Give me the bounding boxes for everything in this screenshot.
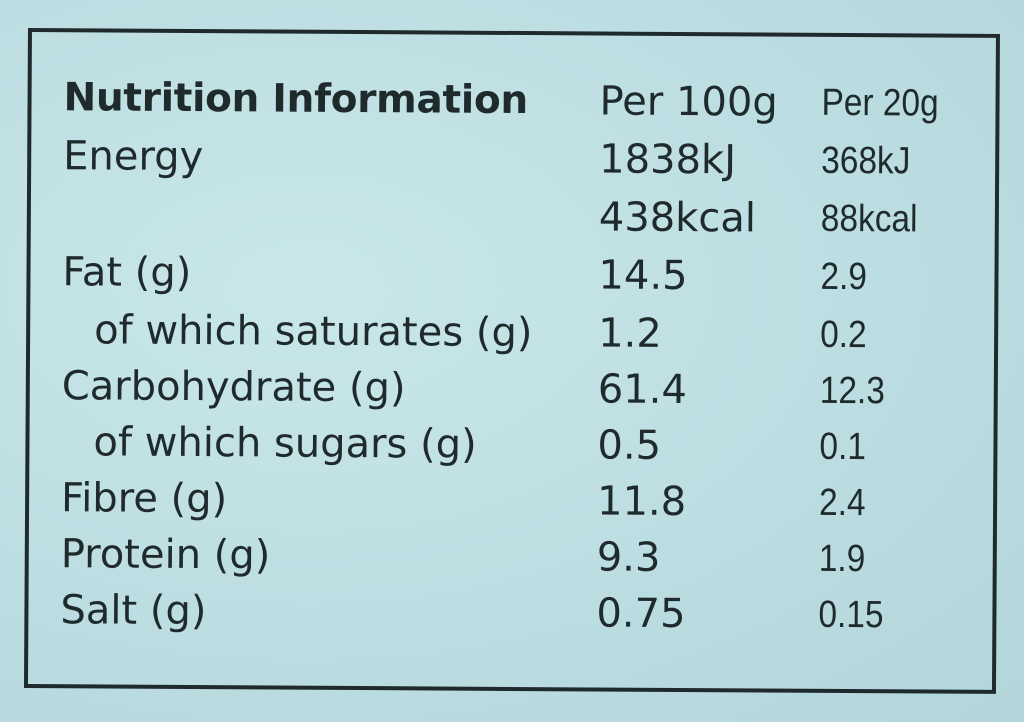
row-label: Fibre (g) [60,475,228,523]
row-label: of which sugars (g) [93,419,477,468]
column-header-per-20g: Per 20g [821,81,939,125]
column-header-per-100g: Per 100g [599,78,778,126]
row-label: Carbohydrate (g) [61,363,406,412]
value-per-100g: 11.8 [596,478,687,526]
value-per-100g: 0.5 [597,422,662,469]
table-row: Protein (g) 9.3 1.9 [29,526,993,588]
value-per-20g: 0.2 [820,313,867,357]
table-row: Fat (g) 14.5 2.9 [30,244,994,306]
row-label: of which saturates (g) [94,307,533,357]
table-row: Fibre (g) 11.8 2.4 [29,470,993,532]
value-per-20g: 1.9 [818,537,866,581]
table-row: Salt (g) 0.75 0.15 [28,582,992,644]
value-per-100g: 438kcal [598,194,757,242]
table-row: of which saturates (g) 1.2 0.2 [30,302,994,364]
value-per-20g: 12.3 [819,369,886,413]
header-row: Nutrition Information Per 100g Per 20g [31,70,995,132]
value-per-20g: 368kJ [821,139,911,183]
value-per-20g: 2.9 [820,255,868,299]
value-per-100g: 61.4 [597,366,688,414]
row-label: Protein (g) [60,531,271,579]
value-per-100g: 9.3 [596,534,661,581]
value-per-20g: 88kcal [820,197,918,241]
table-row: Energy 1838kJ 368kJ [31,128,995,190]
value-per-20g: 0.15 [818,593,884,637]
value-per-20g: 2.4 [818,481,866,525]
value-per-100g: 1838kJ [599,136,737,184]
nutrition-panel: Nutrition Information Per 100g Per 20g E… [23,28,1000,694]
table-row: Carbohydrate (g) 61.4 12.3 [30,358,994,420]
value-per-100g: 1.2 [598,310,662,357]
table-title: Nutrition Information [63,75,529,124]
value-per-100g: 0.75 [596,590,686,638]
row-label: Salt (g) [60,587,207,635]
table-row: 438kcal 88kcal [31,186,995,248]
row-label: Energy [63,133,204,181]
table-row: of which sugars (g) 0.5 0.1 [29,414,993,476]
row-label: Fat (g) [62,249,192,297]
value-per-100g: 14.5 [598,252,688,300]
value-per-20g: 0.1 [819,425,867,469]
